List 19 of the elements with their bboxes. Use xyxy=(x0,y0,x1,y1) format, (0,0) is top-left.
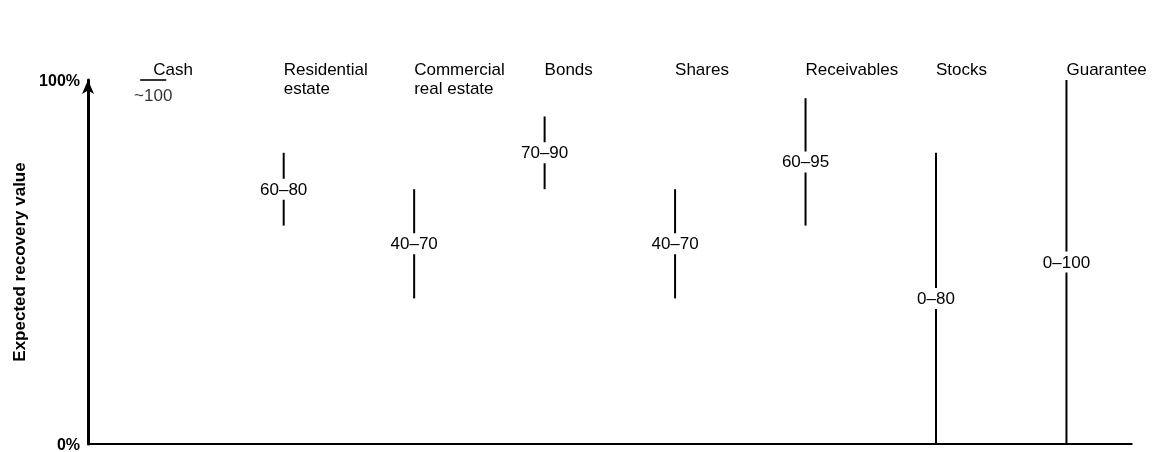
x-tick-label: Cash xyxy=(153,60,193,79)
x-tick-label: Residential estate xyxy=(283,60,373,98)
x-tick-label: Shares xyxy=(675,60,729,79)
data-label: 40–70 xyxy=(390,234,438,254)
data-label: 70–90 xyxy=(520,143,569,163)
y-tick-label: 0% xyxy=(56,435,80,452)
y-axis-title: Expected recovery value xyxy=(10,162,30,362)
data-label: 0–100 xyxy=(1042,252,1091,272)
data-label: 40–70 xyxy=(651,234,699,254)
x-tick-label: Stocks xyxy=(936,60,988,79)
data-label: 60–80 xyxy=(260,179,308,199)
x-tick-label: Commercial real estate xyxy=(414,60,510,98)
y-tick-label: 100% xyxy=(39,71,80,89)
data-label: ~100 xyxy=(134,86,173,105)
x-tick-label: Guarantee xyxy=(1066,60,1147,79)
data-label: 0–80 xyxy=(917,288,955,308)
x-tick-label: Receivables xyxy=(805,60,899,79)
x-tick-label: Bonds xyxy=(544,60,593,79)
data-label: 60–95 xyxy=(781,152,830,172)
